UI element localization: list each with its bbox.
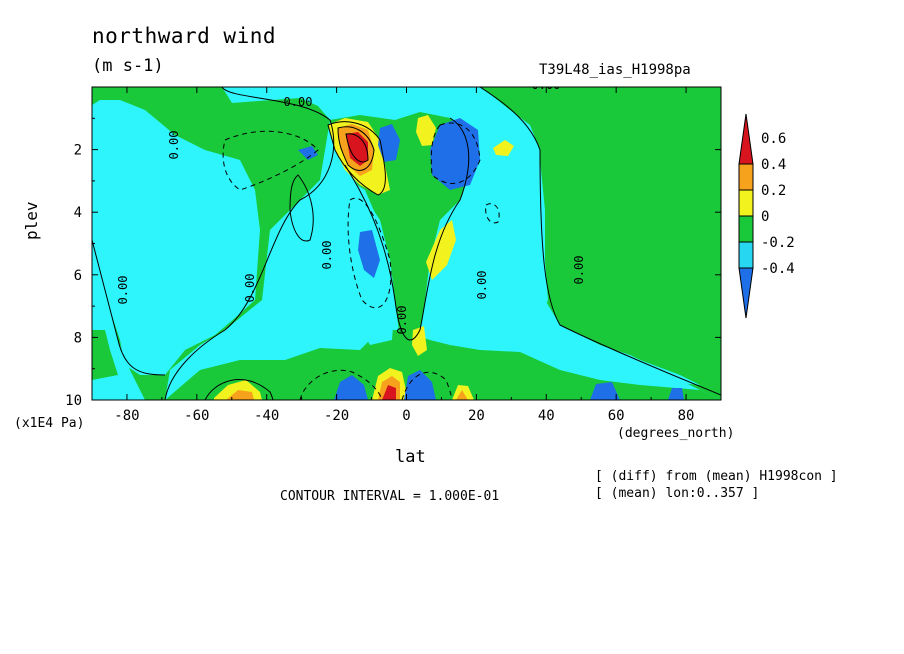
y-axis: 2 4 6 8 10	[65, 117, 721, 409]
contour-label: 0.00	[572, 256, 586, 285]
contour-lines	[92, 87, 721, 400]
contour-label: 0.00	[284, 95, 313, 109]
extreme-pos-0-2-b	[416, 115, 436, 146]
colorbar-label: 0.4	[761, 157, 786, 173]
extreme-neg-c	[298, 146, 318, 160]
contour-label: 0.00	[395, 306, 409, 335]
y-tick-label: 2	[74, 143, 82, 159]
colorbar-label: 0.6	[761, 131, 786, 147]
x-tick-label: 0	[402, 408, 410, 424]
mean-note: [ (mean) lon:0..357 ]	[595, 486, 760, 501]
contour-pos-g	[204, 379, 274, 400]
chart-title: northward wind	[92, 24, 277, 48]
extreme-pos-0-4-f	[226, 390, 254, 400]
colorbar-box	[738, 241, 754, 269]
colorbar-label: -0.2	[761, 235, 795, 251]
contour-neg-dash-a	[222, 130, 319, 191]
negative-region-top-center	[390, 87, 480, 115]
y-tick-label: 4	[74, 205, 82, 221]
positive-region-bottom	[165, 330, 721, 400]
contour-label: 0.00	[243, 274, 257, 303]
contour-label: 0.00	[116, 276, 130, 305]
x-tick-label: 80	[678, 408, 695, 424]
extreme-neg-b	[378, 124, 400, 162]
contour-fills	[92, 87, 721, 400]
contour-pos-h	[289, 174, 314, 242]
positive-region-left-edge	[92, 330, 118, 380]
x-axis-label: lat	[395, 447, 426, 467]
contour-zero-left	[164, 87, 335, 400]
contour-zero-left-edge	[92, 239, 166, 376]
diff-note: [ (diff) from (mean) H1998con ]	[595, 469, 838, 484]
x-axis-units: (degrees_north)	[617, 426, 735, 441]
colorbar-box	[738, 215, 754, 243]
contour-label: 0.00	[167, 131, 181, 160]
extreme-pos-0-2-e	[412, 326, 427, 356]
negative-region-right	[470, 150, 548, 325]
extreme-neg-f	[404, 370, 436, 400]
extreme-neg-h	[668, 388, 684, 400]
negative-region-right-bottom	[545, 300, 700, 385]
x-tick-label: 60	[608, 408, 625, 424]
contour-pos-b	[337, 126, 375, 171]
colorbar-box	[738, 163, 754, 191]
contour-zero-right	[479, 87, 721, 396]
x-tick-label: 20	[468, 408, 485, 424]
contour-pos-c	[345, 133, 369, 163]
y-tick-label: 10	[65, 393, 82, 409]
y-tick-label: 6	[74, 268, 82, 284]
y-axis-units: (x1E4 Pa)	[14, 416, 85, 431]
x-tick-label: 40	[538, 408, 555, 424]
colorbar-bottom-triangle	[738, 267, 754, 319]
contour-pos-a	[327, 121, 386, 196]
x-tick-label: -60	[184, 408, 209, 424]
contour-label: 0.00	[320, 241, 334, 270]
colorbar-label: -0.4	[761, 261, 795, 277]
run-label: T39L48_ias_H1998pa	[539, 62, 691, 78]
colorbar-label: 0.2	[761, 183, 786, 199]
extreme-pos-0-2-c	[426, 220, 456, 280]
colorbar-box	[738, 189, 754, 217]
extreme-neg-e	[334, 375, 368, 400]
x-tick-label: -40	[254, 408, 279, 424]
colorbar-label: 0	[761, 209, 769, 225]
x-axis: -80 -60 -40 -20 0 20 40 60 80	[114, 87, 694, 424]
x-tick-label: -80	[114, 408, 139, 424]
contour-neg-dash-b	[430, 122, 481, 184]
contour-neg-dash-c	[347, 197, 392, 309]
contour-zero-center	[344, 117, 470, 341]
extreme-pos-0-4-h	[456, 390, 468, 400]
extreme-pos-0-6-g	[382, 385, 396, 400]
contour-interval: CONTOUR INTERVAL = 1.000E-01	[280, 489, 500, 504]
x-tick-label: -20	[324, 408, 349, 424]
chart-units: (m s-1)	[92, 56, 164, 76]
contour-neg-dash-e	[299, 369, 383, 400]
contour-label: 0.00	[475, 271, 489, 300]
colorbar-top-triangle	[738, 113, 754, 165]
extreme-pos-0-2-d	[493, 140, 514, 156]
colorbar: 0.6 0.4 0.2 0 -0.2 -0.4	[738, 113, 795, 319]
y-tick-label: 8	[74, 330, 82, 346]
plot-area: 0.000.000.00 0.000.000.000.000.000.00	[92, 87, 721, 400]
negative-region-left	[92, 100, 260, 375]
contour-neg-dash-f	[401, 371, 453, 400]
extreme-neg-g	[590, 382, 620, 400]
contour-neg-dash-d	[485, 203, 500, 224]
extreme-neg-d	[358, 230, 380, 278]
